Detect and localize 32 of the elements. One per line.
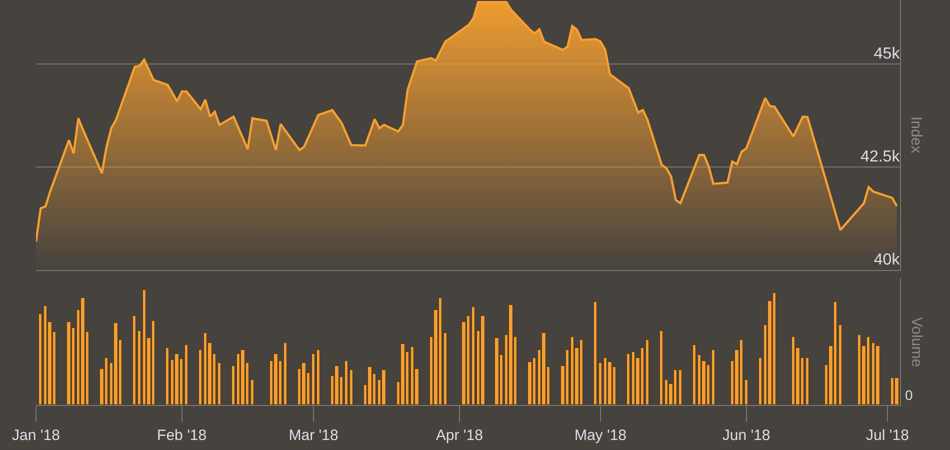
- x-tick-label: Jul '18: [866, 427, 909, 444]
- text: 0: [905, 387, 913, 403]
- x-tick-label: Feb '18: [157, 427, 207, 444]
- x-tick-label: May '18: [574, 427, 627, 444]
- bar: [875, 345, 880, 405]
- x-tick-label: Apr '18: [436, 427, 483, 444]
- bar: [66, 321, 71, 405]
- bar: [113, 322, 118, 405]
- bar: [607, 361, 612, 405]
- y-axis-title: Index: [908, 116, 924, 154]
- y-tick-label: 40k: [874, 251, 901, 268]
- x-tick-label: Jan '18: [12, 427, 60, 444]
- x-tick-label: Jun '18: [722, 427, 770, 444]
- y-tick-label: 42.5k: [860, 148, 901, 166]
- bar: [273, 353, 278, 405]
- bar: [508, 304, 513, 405]
- y-tick-label: 45k: [874, 45, 901, 62]
- bar: [494, 337, 499, 405]
- bar: [240, 349, 245, 405]
- x-tick-label: Mar '18: [288, 427, 338, 444]
- bar: [527, 361, 532, 405]
- bar: [894, 377, 899, 405]
- bar: [301, 362, 306, 405]
- bar: [541, 332, 546, 405]
- bar: [381, 369, 386, 405]
- y-axis-title: Volume: [908, 317, 925, 368]
- bar: [80, 297, 85, 405]
- bar: [334, 365, 339, 405]
- bar: [480, 315, 485, 405]
- bar: [367, 366, 372, 405]
- bar: [174, 353, 179, 405]
- bar: [400, 343, 405, 405]
